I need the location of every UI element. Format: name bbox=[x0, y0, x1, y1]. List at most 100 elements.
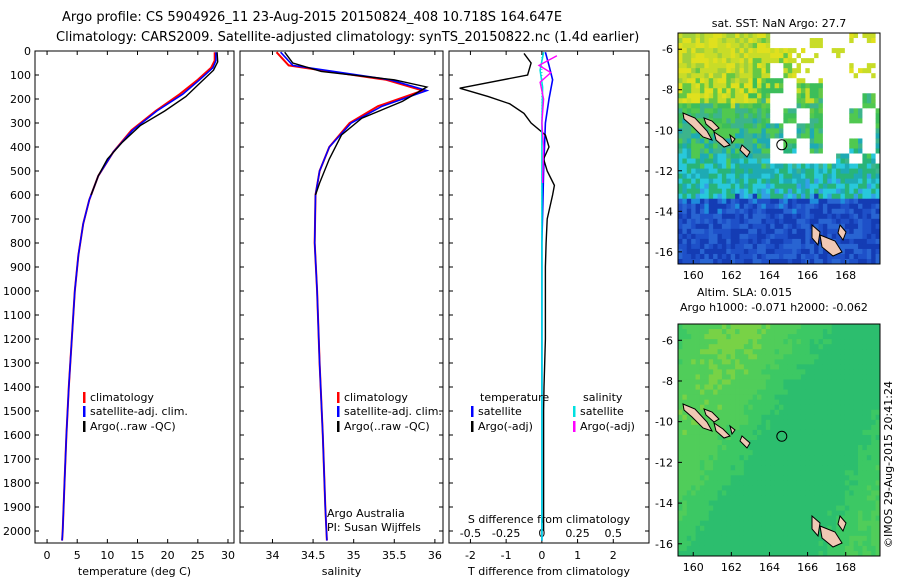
map-cell bbox=[831, 485, 837, 491]
map-cell bbox=[774, 213, 780, 220]
map-cell bbox=[871, 158, 877, 164]
map-cell bbox=[695, 520, 701, 527]
map-cell bbox=[783, 63, 789, 69]
map-cell bbox=[792, 535, 797, 542]
map-cell bbox=[752, 540, 758, 547]
map-cell bbox=[783, 404, 789, 411]
map-cell bbox=[691, 354, 696, 360]
map-cell bbox=[783, 183, 789, 190]
map-cell bbox=[730, 233, 736, 240]
map-cell bbox=[704, 63, 710, 69]
map-cell bbox=[849, 470, 855, 476]
map-cell bbox=[858, 68, 863, 74]
map-cell bbox=[770, 193, 776, 200]
map-cell bbox=[827, 409, 833, 416]
map-cell bbox=[805, 133, 811, 139]
map-y-tick-label: -8 bbox=[662, 375, 673, 388]
map-cell bbox=[752, 465, 758, 471]
map-cell bbox=[805, 98, 811, 104]
map-cell bbox=[761, 78, 767, 84]
map-cell bbox=[735, 113, 740, 119]
map-cell bbox=[757, 88, 762, 94]
map-cell bbox=[708, 324, 714, 330]
map-cell bbox=[757, 359, 762, 365]
map-cell bbox=[717, 58, 723, 64]
map-cell bbox=[792, 379, 797, 385]
map-cell bbox=[726, 485, 732, 491]
map-cell bbox=[752, 193, 758, 200]
map-cell bbox=[840, 73, 846, 79]
map-cell bbox=[800, 434, 806, 441]
map-cell bbox=[818, 93, 824, 99]
map-cell bbox=[849, 490, 855, 496]
map-cell bbox=[827, 525, 833, 532]
map-cell bbox=[739, 218, 745, 225]
map-cell bbox=[840, 53, 846, 59]
map-cell bbox=[704, 354, 710, 360]
map-cell bbox=[858, 399, 863, 406]
map-cell bbox=[704, 198, 710, 205]
map-cell bbox=[695, 213, 701, 220]
map-cell bbox=[757, 364, 762, 370]
map-cell bbox=[809, 424, 815, 431]
map-cell bbox=[765, 178, 771, 185]
map-cell bbox=[871, 490, 877, 496]
map-cell bbox=[792, 188, 797, 195]
map-cell bbox=[871, 53, 877, 59]
map-cell bbox=[809, 329, 815, 335]
map-cell bbox=[792, 530, 797, 537]
map-cell bbox=[827, 233, 833, 240]
map-cell bbox=[699, 475, 705, 481]
map-cell bbox=[827, 113, 833, 119]
map-cell bbox=[774, 223, 780, 230]
map-cell bbox=[686, 354, 692, 360]
map-cell bbox=[809, 63, 815, 69]
map-cell bbox=[779, 445, 784, 451]
map-cell bbox=[752, 33, 758, 39]
map-cell bbox=[713, 349, 718, 355]
map-cell bbox=[800, 58, 806, 64]
map-cell bbox=[743, 394, 749, 401]
map-cell bbox=[866, 359, 872, 365]
map-cell bbox=[849, 158, 855, 164]
map-cell bbox=[787, 223, 793, 230]
map-cell bbox=[770, 163, 776, 169]
map-cell bbox=[844, 409, 850, 416]
map-cell bbox=[743, 550, 749, 557]
map-cell bbox=[717, 510, 723, 517]
map-cell bbox=[682, 58, 688, 64]
map-cell bbox=[770, 58, 776, 64]
map-cell bbox=[743, 38, 749, 44]
map-cell bbox=[774, 203, 780, 210]
map-cell bbox=[796, 128, 802, 134]
map-cell bbox=[796, 158, 802, 164]
map-cell bbox=[862, 324, 868, 330]
map-cell bbox=[827, 253, 833, 260]
map-cell bbox=[739, 118, 745, 124]
map-cell bbox=[779, 178, 784, 185]
map-cell bbox=[858, 158, 863, 164]
map-cell bbox=[743, 228, 749, 235]
map-cell bbox=[699, 208, 705, 215]
map-cell bbox=[858, 500, 863, 506]
map-cell bbox=[805, 153, 811, 159]
map-cell bbox=[871, 128, 877, 134]
map-cell bbox=[691, 455, 696, 461]
map-cell bbox=[691, 379, 696, 385]
map-cell bbox=[699, 525, 705, 532]
legend-swatch bbox=[83, 421, 86, 432]
map-cell bbox=[730, 93, 736, 99]
map-cell bbox=[805, 495, 811, 501]
map-cell bbox=[779, 394, 784, 401]
map-cell bbox=[704, 389, 710, 396]
map-cell bbox=[849, 183, 855, 190]
map-cell bbox=[721, 173, 727, 180]
map-cell bbox=[779, 38, 784, 44]
map-cell bbox=[743, 83, 749, 89]
map-cell bbox=[862, 213, 868, 220]
map-cell bbox=[748, 485, 754, 491]
map-cell bbox=[691, 440, 696, 446]
map-cell bbox=[682, 460, 688, 466]
map-cell bbox=[831, 550, 837, 557]
map-y-tick-label: -12 bbox=[655, 456, 673, 469]
